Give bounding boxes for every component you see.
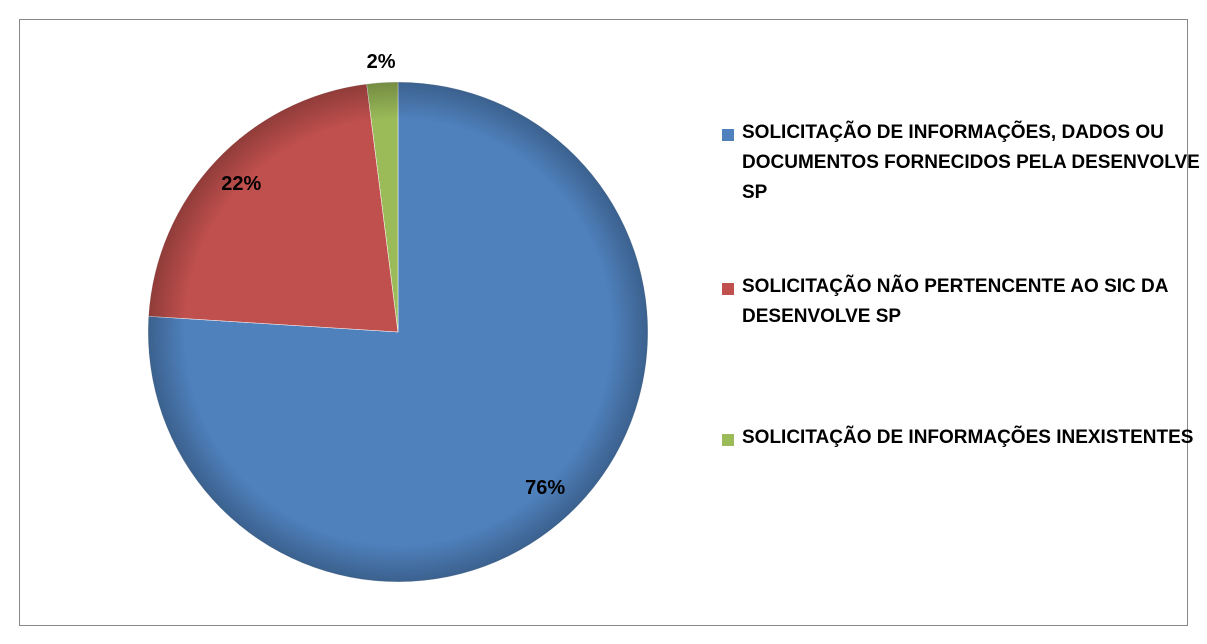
- legend-label: SOLICITAÇÃO DE INFORMAÇÕES, DADOS OU DOC…: [742, 122, 1200, 203]
- legend-swatch: [722, 283, 734, 295]
- data-label: 76%: [525, 477, 565, 499]
- legend-swatch: [722, 129, 734, 141]
- legend-label: SOLICITAÇÃO DE INFORMAÇÕES INEXISTENTES: [742, 427, 1194, 448]
- legend-entry: SOLICITAÇÃO DE INFORMAÇÕES INEXISTENTES: [722, 423, 1202, 453]
- legend-label: SOLICITAÇÃO NÃO PERTENCENTE AO SIC DA DE…: [742, 276, 1168, 327]
- legend-swatch: [722, 434, 734, 446]
- data-label: 2%: [367, 51, 396, 73]
- legend-entry: SOLICITAÇÃO NÃO PERTENCENTE AO SIC DA DE…: [722, 272, 1202, 332]
- legend-entry: SOLICITAÇÃO DE INFORMAÇÕES, DADOS OU DOC…: [722, 118, 1202, 208]
- data-label: 22%: [221, 173, 261, 195]
